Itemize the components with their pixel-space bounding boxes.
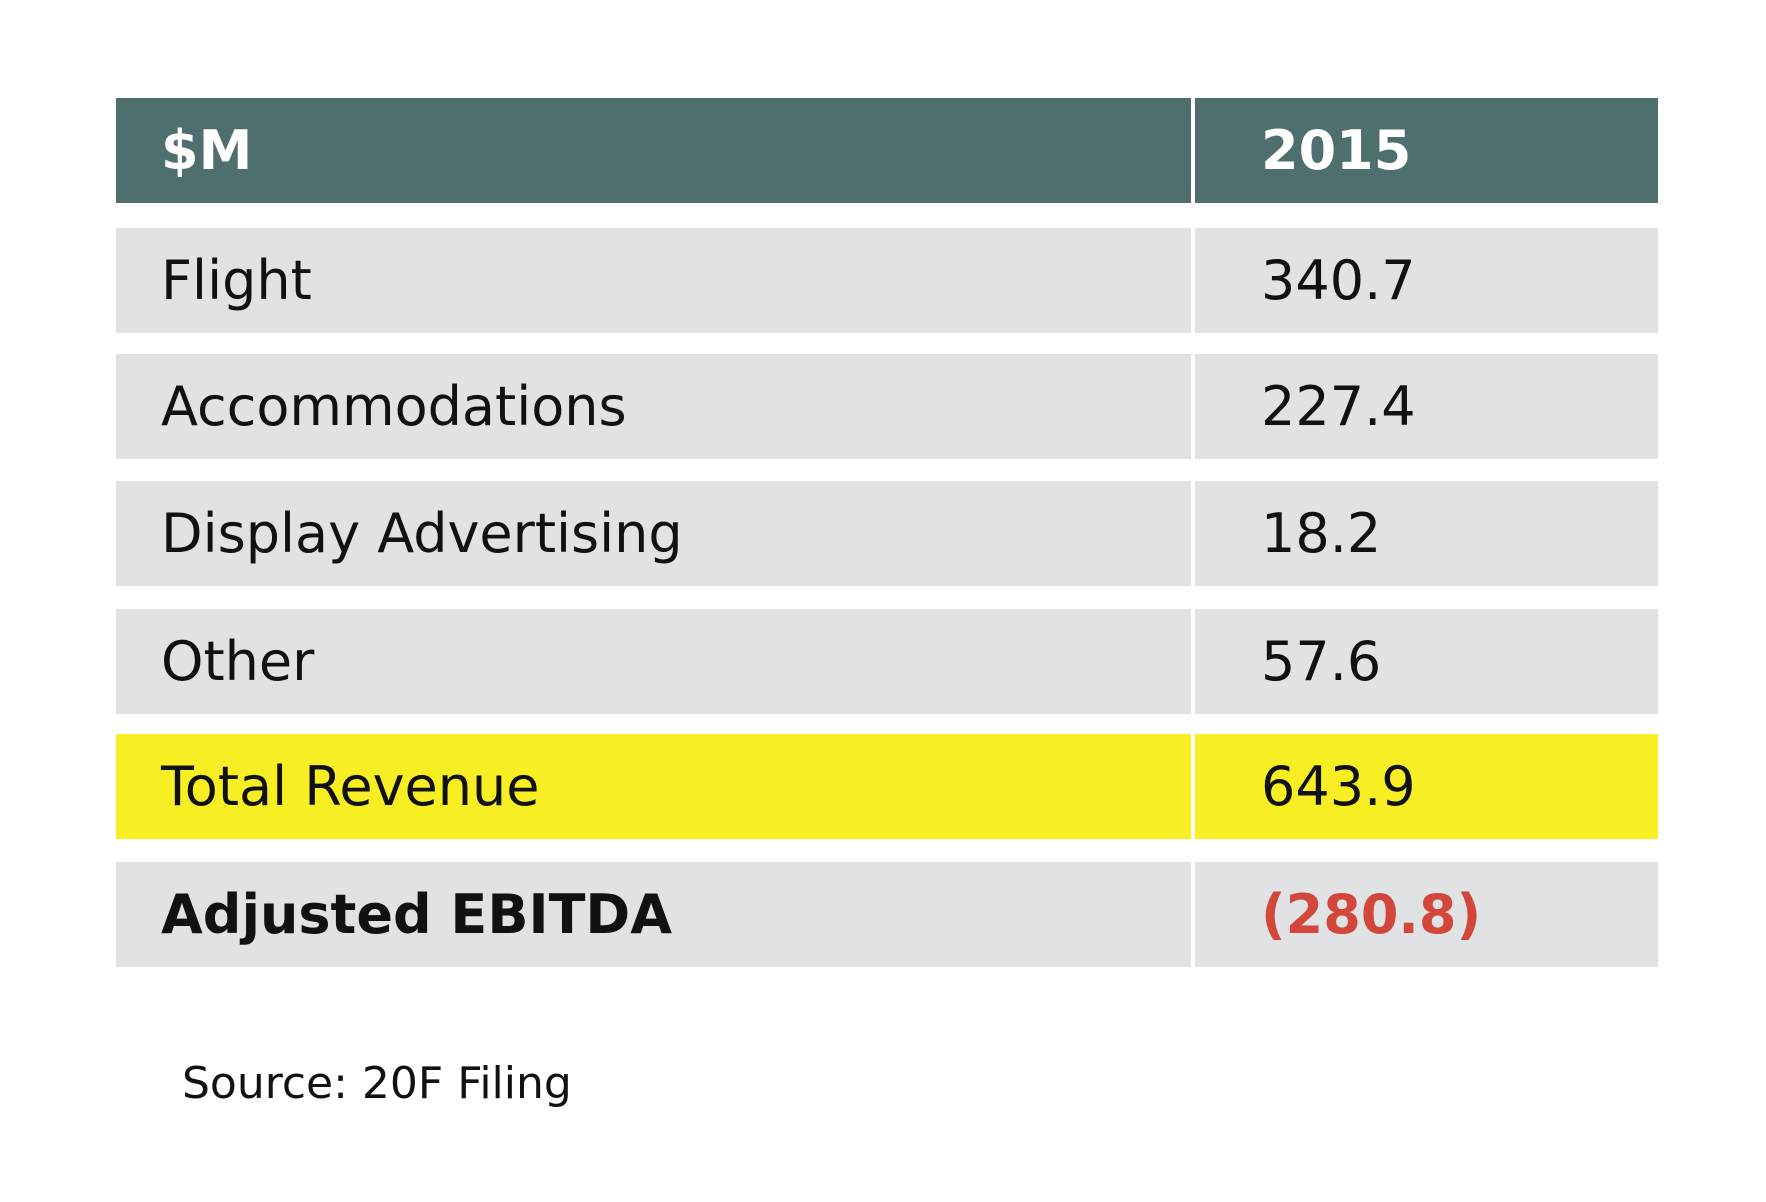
row-label: Display Advertising	[116, 481, 1191, 586]
row-label: Flight	[116, 228, 1191, 333]
header-cell: 2015	[1195, 98, 1658, 203]
source-note: Source: 20F Filing	[182, 1058, 572, 1109]
row-label: Accommodations	[116, 354, 1191, 459]
row-value: 643.9	[1195, 734, 1658, 839]
row-value: 57.6	[1195, 609, 1658, 714]
row-label: Total Revenue	[116, 734, 1191, 839]
table-row: Accommodations 227.4	[116, 354, 1658, 459]
row-value: 227.4	[1195, 354, 1658, 459]
highlight-row: Total Revenue 643.9	[116, 734, 1658, 839]
header-cell: $M	[116, 98, 1191, 203]
table-row: Display Advertising 18.2	[116, 481, 1658, 586]
table-row: Adjusted EBITDA (280.8)	[116, 862, 1658, 967]
row-value: 340.7	[1195, 228, 1658, 333]
table-row: Other 57.6	[116, 609, 1658, 714]
row-label: Adjusted EBITDA	[116, 862, 1191, 967]
header-row: $M 2015	[116, 98, 1658, 203]
row-value: 18.2	[1195, 481, 1658, 586]
row-value: (280.8)	[1195, 862, 1658, 967]
row-label: Other	[116, 609, 1191, 714]
table-row: Flight 340.7	[116, 228, 1658, 333]
